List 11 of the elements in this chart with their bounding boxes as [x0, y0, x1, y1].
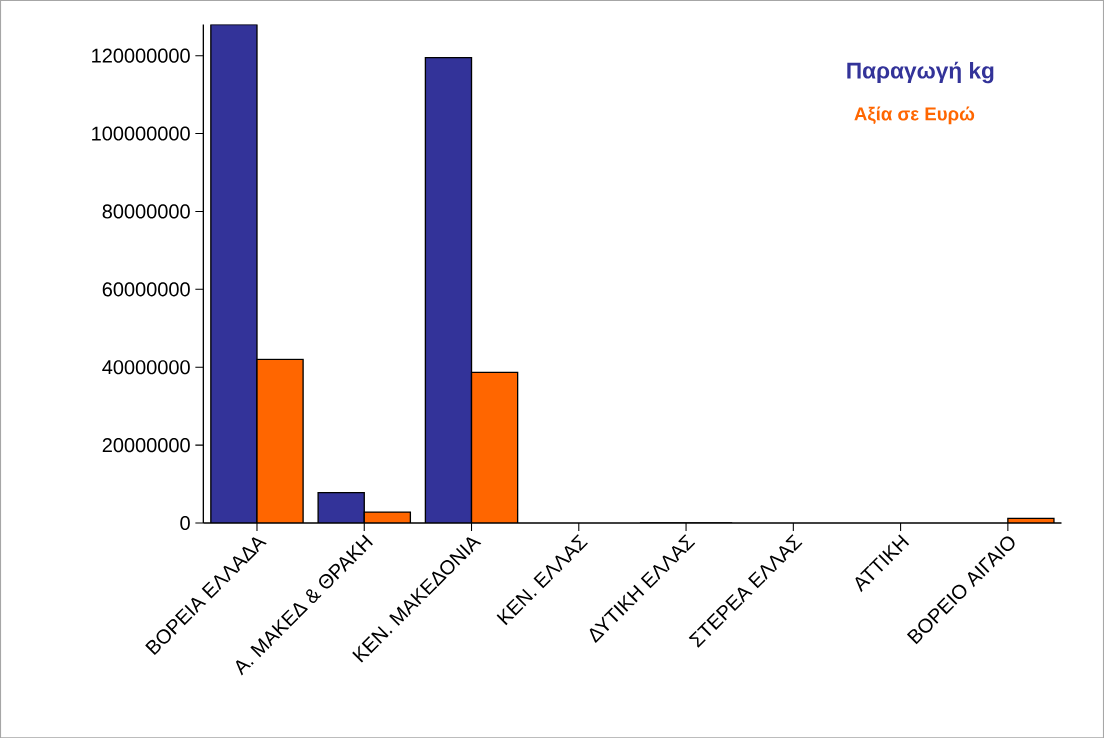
y-tick-label: 100000000	[92, 126, 190, 141]
y-tick-label: 20000000	[102, 437, 190, 453]
bar	[471, 372, 518, 523]
y-tick-label: 40000000	[102, 359, 190, 375]
y-tick-label: 80000000	[102, 204, 190, 219]
y-tick-label: 60000000	[102, 282, 190, 297]
bar	[256, 359, 304, 523]
text: Αξία σε Ευρώ	[854, 106, 975, 125]
y-tick-label: 0	[180, 515, 190, 530]
y-tick-label: 120000000	[92, 48, 190, 63]
text: Παραγωγή kg	[847, 61, 994, 84]
